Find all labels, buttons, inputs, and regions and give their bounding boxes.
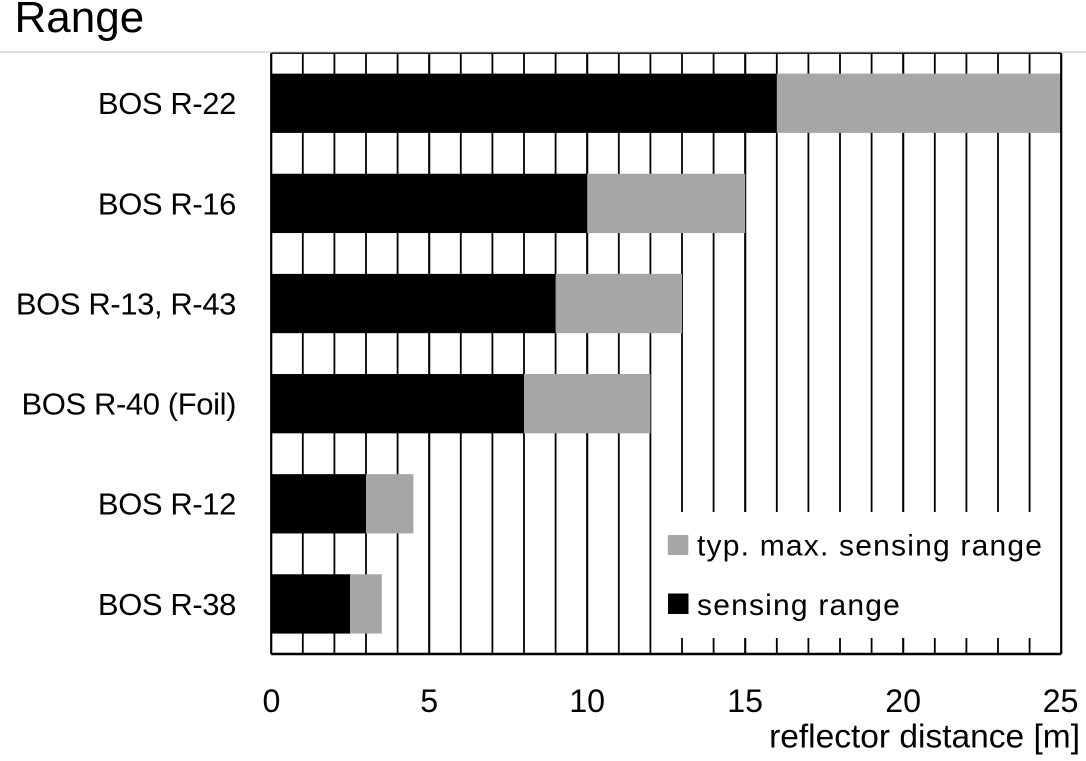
svg-text:sensing range: sensing range	[697, 589, 901, 622]
svg-text:BOS R-38: BOS R-38	[98, 587, 236, 622]
svg-text:reflector distance [m]: reflector distance [m]	[769, 718, 1080, 755]
svg-text:15: 15	[727, 683, 763, 719]
svg-text:BOS R-22: BOS R-22	[98, 86, 236, 121]
svg-text:BOS R-12: BOS R-12	[98, 487, 236, 522]
svg-text:0: 0	[263, 683, 281, 719]
svg-text:Range: Range	[15, 0, 145, 42]
svg-text:25: 25	[1043, 683, 1079, 719]
svg-text:10: 10	[569, 683, 605, 719]
svg-text:BOS R-16: BOS R-16	[98, 186, 236, 221]
svg-text:BOS R-40 (Foil): BOS R-40 (Foil)	[22, 387, 236, 422]
svg-text:5: 5	[420, 683, 438, 719]
svg-text:20: 20	[885, 683, 921, 719]
svg-text:typ. max. sensing range: typ. max. sensing range	[697, 530, 1043, 563]
svg-text:BOS R-13, R-43: BOS R-13, R-43	[16, 287, 236, 322]
